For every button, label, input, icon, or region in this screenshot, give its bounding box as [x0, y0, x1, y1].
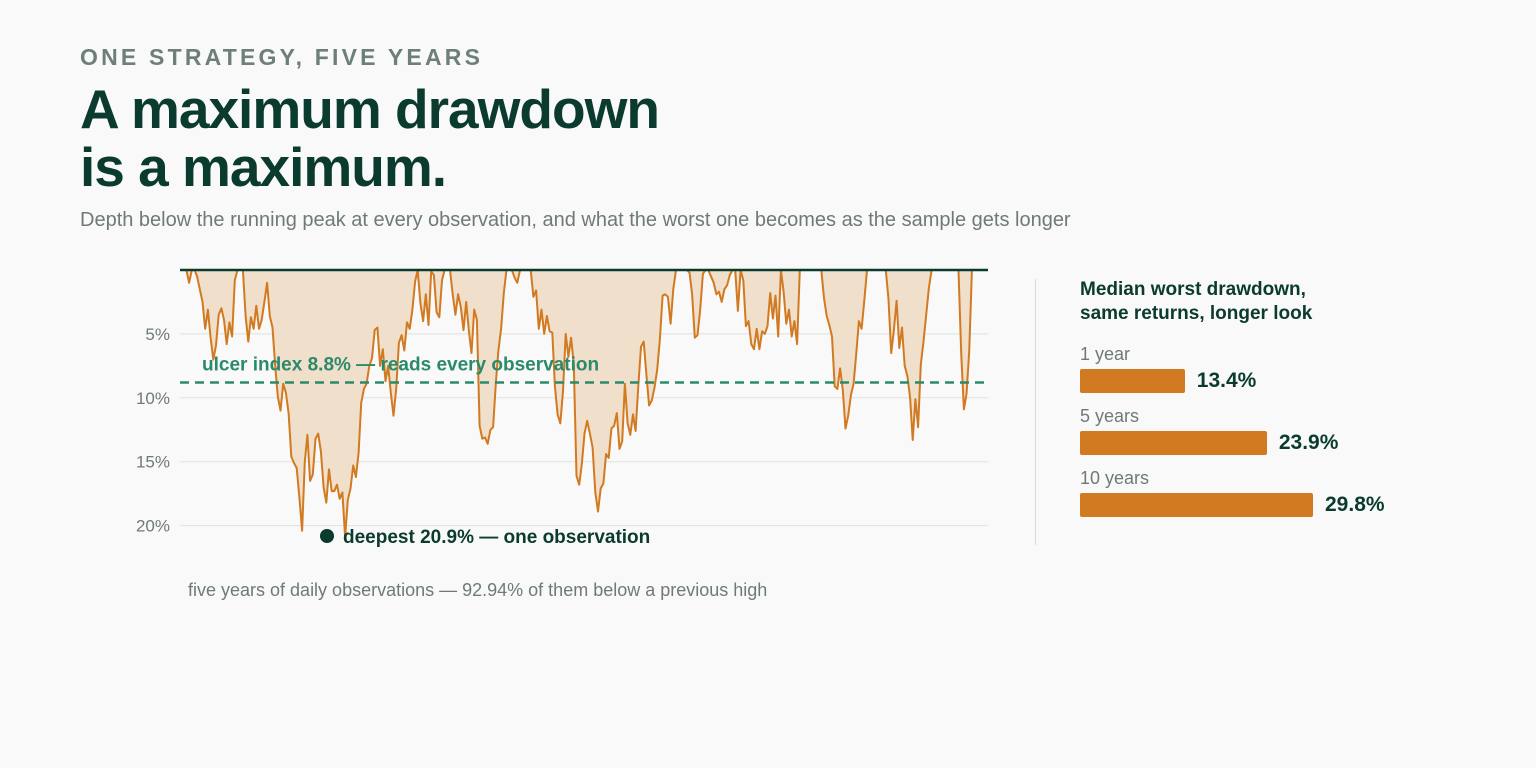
page-title: A maximum drawdown is a maximum.: [80, 78, 660, 198]
ulcer-index-label: ulcer index 8.8% — reads every observati…: [202, 354, 599, 375]
panel-title: Median worst drawdown, same returns, lon…: [1080, 278, 1500, 326]
bar: [1080, 369, 1185, 393]
bar-category-label: 5 years: [1080, 406, 1140, 426]
kicker: ONE STRATEGY, FIVE YEARS: [80, 44, 484, 70]
bar-category-label: 10 years: [1080, 468, 1150, 488]
chart-footnote: five years of daily observations — 92.94…: [188, 580, 768, 600]
worst-drawdown-panel: Median worst drawdown, same returns, lon…: [1080, 278, 1500, 530]
bar-row: 10 years 29.8%: [1080, 468, 1500, 530]
bar-track: 13.4%: [1080, 369, 1500, 393]
bar-track: 23.9%: [1080, 431, 1500, 455]
y-tick-label: 20%: [136, 517, 170, 536]
panel-divider: [1035, 279, 1036, 545]
bar-value-label: 13.4%: [1196, 369, 1257, 392]
bar: [1080, 493, 1313, 517]
bar: [1080, 431, 1267, 455]
page-title-line-2: is a maximum.: [80, 136, 447, 198]
page-subtitle: Depth below the running peak at every ob…: [80, 209, 1071, 231]
bar-value-label: 29.8%: [1325, 493, 1385, 516]
y-tick-label: 10%: [136, 389, 170, 408]
drawdown-line: [181, 269, 980, 539]
bar-category-label: 1 year: [1080, 344, 1131, 364]
bar-list: 1 year 13.4% 5 years 23.9% 10 years 29.8…: [1080, 344, 1500, 530]
bar-value-label: 23.9%: [1278, 431, 1339, 454]
bar-row: 1 year 13.4%: [1080, 344, 1500, 406]
bar-row: 5 years 23.9%: [1080, 406, 1500, 468]
panel-title-line-2: same returns, longer look: [1080, 303, 1313, 324]
y-tick-label: 5%: [145, 325, 170, 344]
page-title-line-1: A maximum drawdown: [80, 78, 660, 140]
panel-title-line-1: Median worst drawdown,: [1080, 279, 1306, 300]
y-axis-ticks: 5% 10% 15% 20%: [136, 325, 170, 536]
deepest-point-label: deepest 20.9% — one observation: [343, 527, 650, 548]
deepest-point-marker: [320, 529, 334, 543]
bar-track: 29.8%: [1080, 493, 1500, 517]
y-tick-label: 15%: [136, 453, 170, 472]
drawdown-area: [181, 270, 980, 538]
